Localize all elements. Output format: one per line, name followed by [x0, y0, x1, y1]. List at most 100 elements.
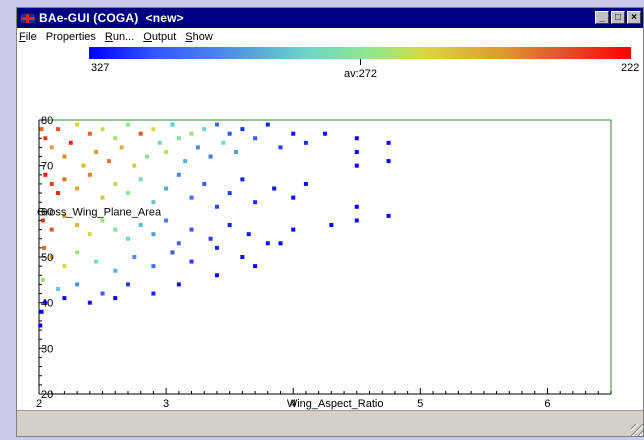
- data-point: [354, 136, 359, 141]
- data-point: [42, 245, 47, 250]
- window-controls: _ □ ×: [595, 11, 641, 24]
- menu-show[interactable]: Show: [185, 31, 213, 43]
- data-point: [189, 195, 194, 200]
- data-point: [40, 218, 45, 223]
- data-point: [164, 149, 169, 154]
- data-point: [246, 232, 251, 237]
- data-point: [329, 223, 334, 228]
- data-point: [202, 127, 207, 132]
- x-tick-label: 2: [36, 398, 42, 410]
- menu-show-label: how: [192, 30, 213, 43]
- status-bar: [17, 410, 643, 436]
- menu-run[interactable]: Run...: [105, 31, 134, 43]
- data-point: [125, 236, 130, 241]
- data-point: [75, 282, 80, 287]
- data-point: [81, 163, 86, 168]
- x-tick-label: 3: [163, 398, 169, 410]
- data-point: [39, 127, 44, 132]
- data-point: [106, 159, 111, 164]
- data-point: [176, 136, 181, 141]
- data-point: [303, 181, 308, 186]
- data-point: [253, 264, 258, 269]
- data-point: [164, 218, 169, 223]
- y-axis-label: Gross_Wing_Plane_Area: [37, 206, 162, 218]
- data-point: [87, 131, 92, 136]
- scatter-plot[interactable]: 20 30 40 50 60 70 80 2 3 4 5 6 Gross_Wing_Plane_Area…: [17, 8, 644, 410]
- minimize-button[interactable]: _: [595, 11, 609, 24]
- data-point: [125, 191, 130, 196]
- data-point: [100, 127, 105, 132]
- data-point: [125, 122, 130, 127]
- y-tick-label: 80: [41, 115, 53, 127]
- y-tick-label: 20: [41, 389, 53, 401]
- data-point: [94, 149, 99, 154]
- data-point: [56, 286, 61, 291]
- y-tick-label: 60: [41, 206, 53, 218]
- data-point: [62, 264, 67, 269]
- data-point: [138, 177, 143, 182]
- data-point: [113, 181, 118, 186]
- data-point: [265, 241, 270, 246]
- data-point: [386, 159, 391, 164]
- color-scale-bar: [89, 47, 631, 59]
- data-point: [386, 213, 391, 218]
- menu-bar: File Properties Run... Output Show: [17, 28, 643, 45]
- menu-output[interactable]: Output: [143, 31, 176, 43]
- data-point: [202, 181, 207, 186]
- data-point: [113, 227, 118, 232]
- data-point: [272, 186, 277, 191]
- data-point: [62, 177, 67, 182]
- data-point: [125, 282, 130, 287]
- close-button[interactable]: ×: [627, 11, 641, 24]
- title-bar[interactable]: BAe-GUI (COGA) <new> _ □ ×: [17, 8, 643, 28]
- data-point: [56, 191, 61, 196]
- menu-output-label: utput: [151, 30, 177, 43]
- data-point: [214, 273, 219, 278]
- data-point: [214, 245, 219, 250]
- data-point: [170, 122, 175, 127]
- color-scale-max: 222: [621, 62, 640, 74]
- maximize-button[interactable]: □: [611, 11, 625, 24]
- menu-file-label: ile: [25, 30, 37, 43]
- data-point: [87, 300, 92, 305]
- data-point: [75, 186, 80, 191]
- menu-run-accel: R: [104, 30, 113, 43]
- data-point: [265, 122, 270, 127]
- data-point: [189, 227, 194, 232]
- data-point: [49, 145, 54, 150]
- menu-run-label: un...: [112, 30, 135, 43]
- x-tick-label: 5: [417, 398, 423, 410]
- data-point: [113, 136, 118, 141]
- y-tick-label: 70: [41, 161, 53, 173]
- data-point: [119, 145, 124, 150]
- data-point: [240, 127, 245, 132]
- data-point: [303, 140, 308, 145]
- data-point: [176, 172, 181, 177]
- menu-show-accel: S: [185, 30, 193, 43]
- data-point: [291, 227, 296, 232]
- resize-grip-icon[interactable]: [631, 424, 643, 436]
- data-point: [164, 186, 169, 191]
- y-tick-label: 30: [41, 343, 53, 355]
- data-point: [323, 131, 327, 136]
- data-point: [208, 236, 213, 241]
- data-point: [151, 127, 156, 132]
- data-point: [38, 323, 43, 328]
- app-flag-icon: [21, 13, 35, 23]
- color-scale-avg-tick: [360, 59, 361, 65]
- data-point: [56, 127, 61, 132]
- menu-file[interactable]: File: [19, 31, 37, 43]
- data-point: [221, 140, 226, 145]
- x-tick-label: 6: [544, 398, 550, 410]
- menu-file-accel: F: [19, 30, 26, 43]
- data-point: [49, 255, 54, 259]
- data-point: [354, 149, 359, 154]
- data-point: [43, 172, 48, 177]
- plot-labels: 20 30 40 50 60 70 80 2 3 4 5 6 Gross_Wing_Plane_Area…: [36, 115, 551, 410]
- data-point: [208, 154, 213, 159]
- menu-properties[interactable]: Properties: [46, 31, 96, 43]
- data-point: [75, 250, 80, 255]
- data-point: [151, 232, 156, 237]
- data-point: [189, 259, 194, 264]
- data-point: [354, 218, 359, 223]
